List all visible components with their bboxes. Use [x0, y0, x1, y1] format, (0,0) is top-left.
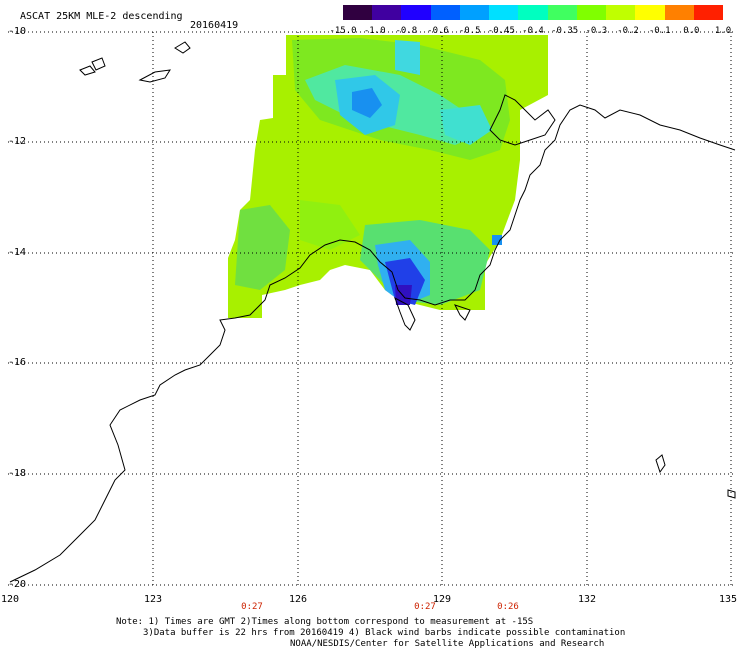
colorbar-label: -0.3 [585, 26, 608, 36]
colorbar-segment [606, 5, 636, 20]
colorbar-label: -0.1 [648, 26, 671, 36]
lon-label: 120 [0, 594, 20, 605]
lon-label: 126 [288, 594, 308, 605]
colorbar-label: -0.5 [458, 26, 481, 36]
time-label: 0:26 [497, 602, 519, 612]
colorbar [343, 5, 724, 20]
time-label: 0:27 [414, 602, 436, 612]
lon-label: 132 [577, 594, 597, 605]
colorbar-segment [489, 5, 519, 20]
colorbar-label: -0.6 [427, 26, 449, 36]
colorbar-label: -0.2 [617, 26, 639, 36]
colorbar-label: 0.0 [683, 26, 700, 36]
lat-lon-grid [8, 31, 735, 586]
colorbar-label: -1.0 [363, 26, 386, 36]
time-label: 0:27 [241, 602, 263, 612]
colorbar-segment [401, 5, 431, 20]
lon-label: 135 [718, 594, 738, 605]
note-line-2: 3)Data buffer is 22 hrs from 20160419 4)… [143, 628, 626, 638]
colorbar-label: -0.45 [487, 26, 515, 36]
colorbar-segment [664, 5, 694, 20]
note-line-3: NOAA/NESDIS/Center for Satellite Applica… [290, 639, 605, 649]
colorbar-segment [372, 5, 402, 20]
colorbar-label: -15.0 [329, 26, 357, 36]
colorbar-label: -0.4 [522, 26, 544, 36]
colorbar-segment [459, 5, 490, 20]
colorbar-segment [518, 5, 548, 20]
colorbar-segment [693, 5, 724, 20]
colorbar-label: -0.8 [395, 26, 418, 36]
lat-label: -12 [8, 136, 27, 147]
data-swath [228, 35, 548, 318]
product-title: ASCAT 25KM MLE-2 descending [20, 11, 183, 22]
lat-label: -10 [8, 26, 27, 37]
colorbar-segment [547, 5, 577, 20]
colorbar-segment [576, 5, 607, 20]
colorbar-labels: -15.0 -1.0 -0.8 -0.6 -0.5 -0.45 -0.4 -0.35 -0.3-… [326, 26, 738, 38]
product-date: 20160419 [190, 20, 239, 31]
lat-label: -20 [8, 579, 27, 590]
colorbar-segment [430, 5, 460, 20]
colorbar-segment [635, 5, 665, 20]
lon-label: 129 [432, 594, 452, 605]
lat-label: -16 [8, 357, 27, 368]
lon-label: 123 [143, 594, 163, 605]
colorbar-label: -0.35 [551, 26, 579, 36]
lat-label: -18 [8, 468, 27, 479]
colorbar-label: 1.0 [714, 26, 732, 36]
lat-label: -14 [8, 247, 27, 258]
note-line-1: Note: 1) Times are GMT 2)Times along bot… [116, 617, 534, 627]
colorbar-segment [343, 5, 373, 20]
coastline [9, 41, 736, 583]
